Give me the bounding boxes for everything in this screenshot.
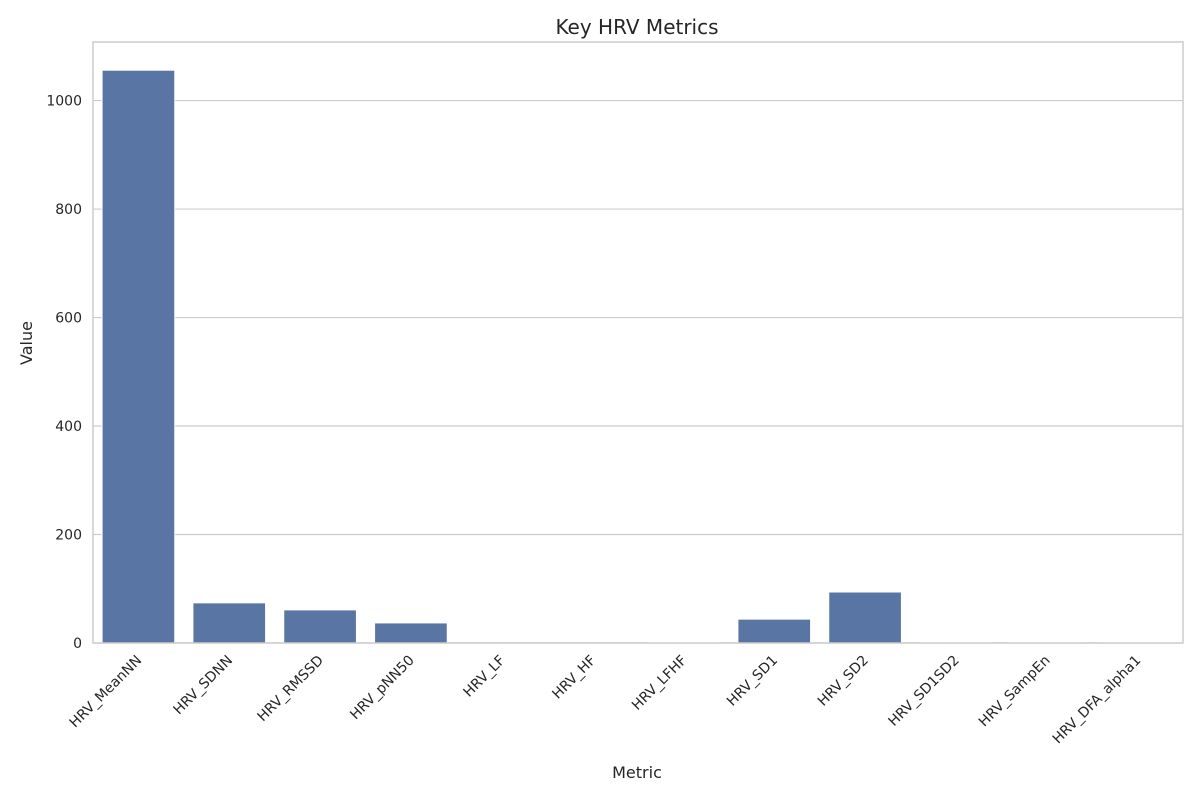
x-tick-label: HRV_SampEn [976, 653, 1054, 731]
bar-hrv-meannn [101, 69, 176, 644]
x-tick-label: HRV_SD1 [724, 653, 781, 710]
y-tick-labels: 0 200 400 600 800 1000 [46, 94, 82, 652]
y-tick-label: 0 [73, 636, 82, 652]
y-tick-label: 200 [55, 528, 82, 544]
x-tick-label: HRV_LFHF [629, 653, 690, 714]
x-tick-label: HRV_RMSSD [254, 653, 326, 725]
bar-hrv-pnn50 [374, 622, 448, 644]
x-tick-label: HRV_MeanNN [67, 653, 146, 732]
x-tick-labels: HRV_MeanNN HRV_SDNN HRV_RMSSD HRV_pNN50 HRV_… [67, 653, 1145, 748]
bar-hrv-sd2 [828, 591, 902, 644]
y-tick-label: 1000 [46, 94, 82, 110]
x-tick-label: HRV_DFA_alpha1 [1050, 653, 1145, 748]
bars [101, 69, 1175, 644]
x-tick-label: HRV_pNN50 [347, 653, 418, 724]
bar-hrv-sdnn [192, 602, 267, 644]
y-axis-label: Value [17, 321, 36, 365]
y-tick-label: 600 [55, 311, 82, 327]
bar-hrv-sd1 [737, 618, 812, 644]
x-tick-label: HRV_SDNN [171, 653, 237, 719]
bar-hrv-rmssd [283, 609, 357, 644]
y-tick-label: 800 [55, 202, 82, 218]
plot-frame [92, 41, 1184, 644]
y-tick-label: 400 [55, 419, 82, 435]
x-tick-label: HRV_SD1SD2 [886, 653, 963, 730]
gridlines [93, 99, 1183, 644]
x-tick-label: HRV_SD2 [815, 653, 872, 710]
x-tick-label: HRV_LF [461, 653, 509, 701]
x-axis-label: Metric [612, 763, 662, 782]
x-tick-label: HRV_HF [549, 653, 599, 703]
chart-title: Key HRV Metrics [555, 15, 718, 39]
